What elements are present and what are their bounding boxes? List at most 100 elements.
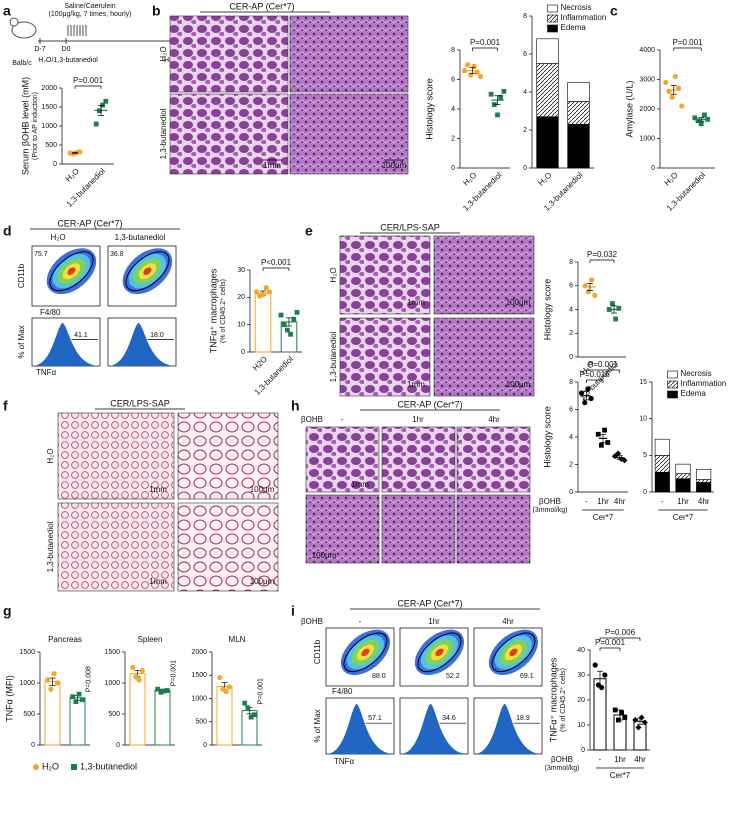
p-value: P=0.001 [258, 678, 265, 704]
bar [69, 697, 86, 746]
x-tick-label: 1hr [597, 497, 609, 506]
strain: Balb/c [12, 60, 32, 67]
legend-label: H₂O [42, 761, 59, 771]
y-tick-label: 8 [569, 259, 573, 266]
y-tick-label: 10 [639, 416, 647, 423]
stacked-segment [567, 82, 590, 102]
y-tick-label: 0 [643, 489, 647, 496]
scale-label: 100μm [382, 161, 407, 170]
legend-label: Necrosis [561, 3, 592, 12]
factor-label: βOHB [301, 617, 323, 626]
stacked-segment [654, 455, 670, 473]
panel-label: b [152, 3, 161, 19]
data-point [223, 688, 229, 695]
legend-label: Inflammation [681, 379, 727, 388]
y-tick-label: 4 [523, 89, 527, 96]
data-point [582, 400, 588, 406]
x-group-label: Cer*7 [610, 771, 631, 780]
column-label: 1hr [412, 415, 424, 424]
data-point [266, 289, 272, 295]
x-prefix: βOHB [551, 755, 573, 764]
column-label: 4hr [488, 415, 500, 424]
x-tick-label: - [661, 497, 664, 506]
y-axis-label: TNFα⁺ macrophages [208, 268, 218, 353]
data-point [477, 73, 484, 80]
data-point [248, 714, 254, 720]
data-point [281, 322, 287, 328]
scale-label: 1mm [407, 380, 425, 389]
y-tick-label: 500 [45, 142, 57, 149]
data-point [621, 457, 628, 464]
stacked-segment [654, 438, 670, 456]
p-value: P=0.016 [580, 370, 611, 379]
data-point [491, 102, 497, 107]
y-tick-label: 4000 [639, 47, 655, 54]
data-point [695, 118, 701, 124]
x-tick-label: 1hr [614, 755, 626, 764]
p-value: P=0.008 [86, 666, 93, 692]
y-tick-label: 2000 [639, 106, 655, 113]
panel-title: CER-AP (Cer*7) [57, 218, 122, 228]
stacked-segment [675, 478, 691, 493]
gate [491, 632, 536, 673]
data-point [495, 112, 500, 118]
y-tick-label: 6 [451, 76, 455, 83]
y-axis-sublabel: (% of CD45.2⁺ cells) [220, 279, 227, 343]
panel-label: a [3, 3, 11, 19]
axis-label: F4/80 [332, 687, 353, 696]
stacked-segment [536, 116, 559, 169]
density [143, 267, 152, 276]
scale-label: 100μm [506, 380, 531, 389]
data-point [100, 102, 105, 108]
y-tick-label: 0 [241, 349, 245, 356]
data-point [48, 686, 54, 692]
scale-label: 1mm [351, 480, 369, 489]
gate-value: 36.8 [110, 251, 124, 258]
data-point [702, 112, 707, 118]
y-tick-label: 8 [569, 379, 573, 386]
gate-value: 88.0 [372, 673, 386, 680]
data-point [592, 662, 598, 668]
legend-label: Inflammation [561, 13, 607, 22]
y-tick-label: 500 [108, 711, 120, 718]
data-point [638, 714, 645, 721]
data-point [605, 440, 611, 445]
data-point [585, 386, 591, 392]
y-tick-label: 6 [569, 406, 573, 413]
data-point [263, 285, 269, 291]
data-point [76, 691, 82, 697]
micrograph [339, 235, 431, 315]
mouse-icon [11, 21, 37, 39]
stacked-segment [536, 63, 559, 118]
drink: H₂O/1,3-butanediol [38, 57, 98, 64]
x-tick-label: H2O [251, 355, 269, 373]
data-point [136, 677, 142, 683]
y-tick-label: 20 [237, 294, 245, 301]
column-label: H₂O [50, 233, 65, 242]
data-point [260, 292, 266, 298]
data-point [669, 94, 675, 100]
y-tick-label: 5 [643, 452, 647, 459]
chart-title: MLN [229, 635, 246, 644]
y-tick-label: 0 [581, 747, 585, 754]
day-label: D-7 [34, 46, 45, 53]
y-tick-label: 3000 [639, 76, 655, 83]
legend-swatch [667, 380, 678, 389]
data-point [226, 684, 232, 690]
x-tick-label: - [599, 755, 602, 764]
y-tick-label: 0 [651, 165, 655, 172]
histogram [108, 322, 176, 366]
micrograph [57, 502, 175, 592]
micrograph [169, 15, 289, 93]
x-tick-label: 1hr [677, 497, 689, 506]
micrograph [177, 412, 279, 500]
p-value: P=0.032 [587, 250, 618, 259]
data-point [692, 115, 698, 121]
data-point [622, 715, 628, 720]
histogram [326, 703, 394, 754]
data-point [589, 277, 595, 283]
row-label: 1,3-butanediol [329, 331, 338, 382]
panel-label: g [3, 603, 12, 619]
data-point [641, 719, 648, 726]
